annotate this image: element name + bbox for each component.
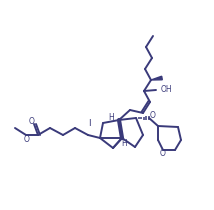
Text: O: O xyxy=(150,112,156,121)
Text: O: O xyxy=(160,150,166,159)
Text: O: O xyxy=(29,117,35,126)
Polygon shape xyxy=(151,76,162,80)
Text: O: O xyxy=(24,134,30,143)
Text: I: I xyxy=(88,119,90,129)
Text: OH: OH xyxy=(161,85,173,94)
Text: H: H xyxy=(108,113,114,122)
Text: H: H xyxy=(121,139,127,148)
